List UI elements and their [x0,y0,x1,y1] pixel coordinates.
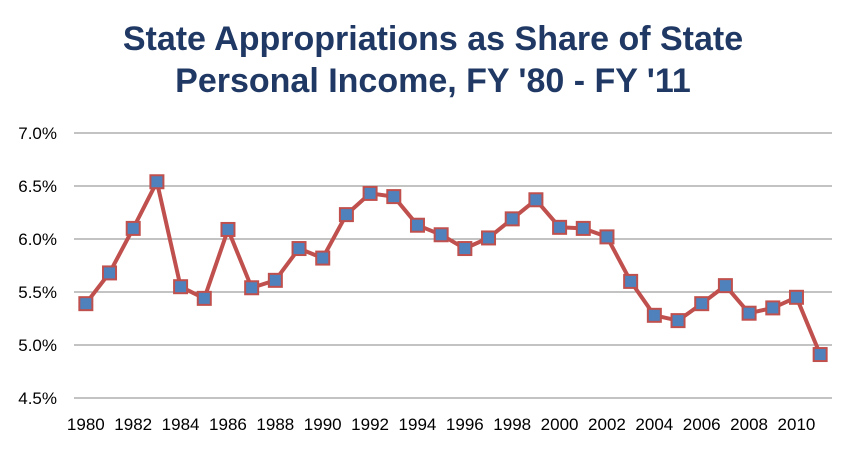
data-point [717,278,733,294]
data-point [623,273,639,289]
chart-title-line-2: Personal Income, FY '80 - FY '11 [175,62,691,100]
y-tick-label: 5.0% [18,336,57,355]
data-point [149,174,165,190]
x-tick-label: 1998 [493,415,531,434]
x-tick-label: 1994 [399,415,437,434]
y-tick-label: 6.0% [18,230,57,249]
x-axis-tick-labels: 1980 1982 1984 1986 1988 1990 1992 1994 1996 1998… [67,415,815,434]
data-point [125,220,141,236]
data-point [812,347,828,363]
x-tick-label: 1996 [446,415,484,434]
x-tick-label: 1982 [114,415,152,434]
data-point [102,265,118,281]
data-point [481,230,497,246]
x-tick-label: 1988 [256,415,294,434]
data-point [646,307,662,323]
y-tick-label: 7.0% [18,124,57,143]
y-tick-label: 6.5% [18,177,57,196]
data-point [220,221,236,237]
x-tick-label: 1980 [67,415,105,434]
x-tick-label: 1984 [162,415,200,434]
series-line [84,179,823,356]
x-tick-label: 2008 [730,415,768,434]
data-point [552,219,568,235]
data-point [741,305,757,321]
gridlines [74,132,832,399]
x-tick-label: 1992 [351,415,389,434]
data-point [78,296,94,312]
x-tick-label: 2004 [635,415,673,434]
data-point [267,272,283,288]
data-point [409,217,425,233]
x-tick-label: 1986 [209,415,247,434]
data-point [599,229,615,245]
x-tick-label: 2002 [588,415,626,434]
x-tick-label: 2010 [778,415,816,434]
x-tick-label: 2006 [683,415,721,434]
x-tick-label: 2000 [541,415,579,434]
y-tick-label: 5.5% [18,283,57,302]
data-point [338,207,354,223]
data-point [788,289,804,305]
data-point [528,192,544,208]
data-point [315,250,331,266]
data-point [244,280,260,296]
data-point [196,290,212,306]
data-point [362,185,378,201]
data-point [291,241,307,257]
data-point [694,296,710,312]
data-point [575,220,591,236]
data-point [433,227,449,243]
data-point [765,300,781,316]
data-point [504,211,520,227]
chart-title: State Appropriations as Share of State P… [0,18,866,102]
data-point [670,313,686,329]
data-point [173,279,189,295]
y-axis-tick-labels: 7.0% 6.5% 6.0% 5.5% 5.0% 4.5% [18,124,57,408]
x-tick-label: 1990 [304,415,342,434]
data-point-markers [78,174,828,363]
chart-title-line-1: State Appropriations as Share of State [122,20,744,58]
y-tick-label: 4.5% [18,389,57,408]
series-line-layer [84,179,823,356]
data-point [386,189,402,205]
data-point [457,241,473,257]
